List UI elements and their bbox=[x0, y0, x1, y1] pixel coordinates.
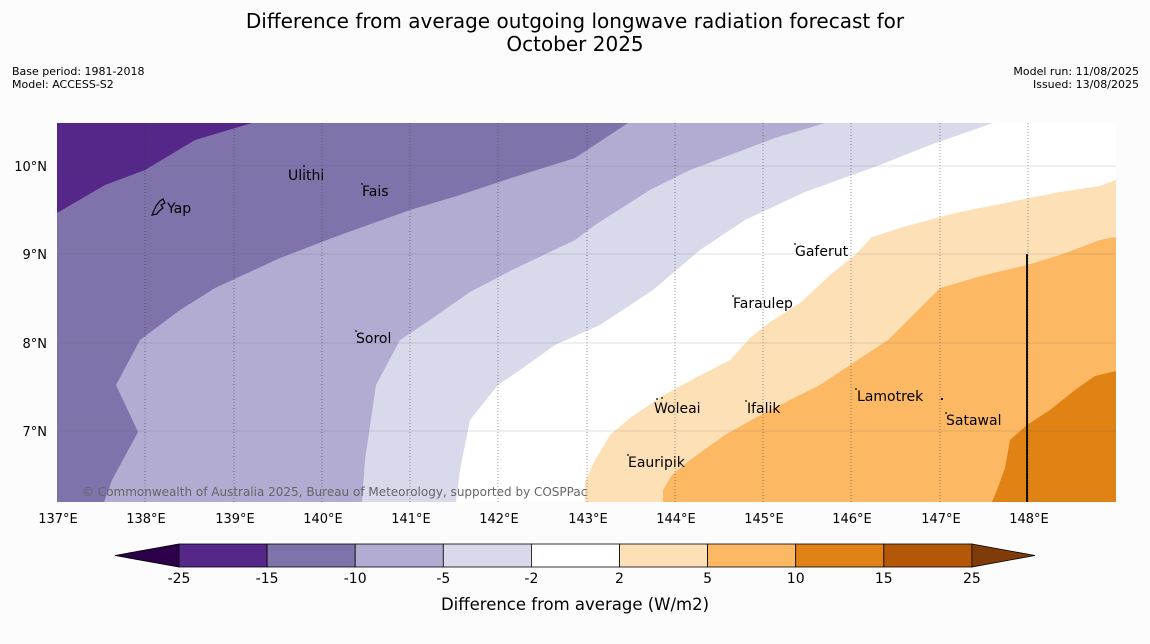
colorbar-title: Difference from average (W/m2) bbox=[441, 595, 709, 614]
colorbar-segment bbox=[354, 543, 444, 568]
colorbar-tick-label: 15 bbox=[875, 571, 893, 587]
colorbar-tick-label: 25 bbox=[963, 571, 981, 587]
place-label-sorol: Sorol bbox=[356, 331, 391, 347]
colorbar-tick-label: 2 bbox=[615, 571, 624, 587]
issued-date: Issued: 13/08/2025 bbox=[1032, 78, 1139, 91]
woleai-dot-2 bbox=[661, 397, 663, 399]
place-label-ulithi: Ulithi bbox=[288, 168, 324, 184]
colorbar-segment bbox=[531, 543, 620, 568]
colorbar-tick-label: -15 bbox=[256, 571, 279, 587]
colorbar-segment bbox=[883, 543, 973, 568]
lon-label-139e: 139°E bbox=[215, 512, 255, 527]
place-label-fais: Fais bbox=[362, 184, 389, 200]
colorbar-tick-label: -25 bbox=[168, 571, 191, 587]
place-label-satawal: Satawal bbox=[946, 413, 1001, 429]
meta-left: Base period: 1981-2018 Model: ACCESS-S2 bbox=[12, 65, 144, 91]
east-islet-dot bbox=[940, 397, 944, 401]
place-label-yap: Yap bbox=[166, 201, 191, 217]
lon-label-138e: 138°E bbox=[126, 512, 166, 527]
eauripik-dot bbox=[627, 454, 629, 456]
contour-fields bbox=[57, 123, 1116, 502]
colorbar-extend-high bbox=[971, 543, 1036, 568]
colorbar-extend-low bbox=[114, 543, 180, 568]
yap-island-shape bbox=[150, 198, 166, 216]
colorbar-segment bbox=[795, 543, 885, 568]
colorbar-tick-label: -10 bbox=[344, 571, 367, 587]
place-label-ifalik: Ifalik bbox=[747, 401, 781, 417]
colorbar-tick-label: -5 bbox=[436, 571, 450, 587]
sorol-dot bbox=[355, 330, 357, 332]
woleai-dot-1 bbox=[656, 398, 658, 400]
colorbar-tick-label: -2 bbox=[524, 571, 538, 587]
contour-pos5-pos10 bbox=[663, 237, 1116, 502]
lon-label-137e: 137°E bbox=[38, 512, 78, 527]
colorbar-segment bbox=[442, 543, 532, 568]
place-label-woleai: Woleai bbox=[654, 401, 701, 417]
place-label-lamotrek: Lamotrek bbox=[857, 389, 924, 405]
colorbar-segment bbox=[178, 543, 268, 568]
colorbar: -25 -15 -10 -5 -2 2 5 10 15 25 bbox=[114, 543, 1036, 587]
place-label-gaferut: Gaferut bbox=[795, 244, 849, 260]
lon-label-143e: 143°E bbox=[568, 512, 608, 527]
place-labels: Yap Ulithi Fais Gaferut Faraulep Sorol W… bbox=[166, 168, 1001, 471]
model-run: Model run: 11/08/2025 bbox=[1013, 65, 1139, 78]
lon-label-148e: 148°E bbox=[1009, 512, 1049, 527]
latitude-labels: 10°N 9°N 8°N 7°N bbox=[14, 160, 47, 440]
lat-label-8n: 8°N bbox=[23, 337, 48, 352]
latitude-lines bbox=[57, 165, 1116, 432]
fais-dot bbox=[361, 183, 363, 185]
colorbar-segment bbox=[619, 543, 708, 568]
lon-label-144e: 144°E bbox=[656, 512, 696, 527]
satawal-dot bbox=[945, 412, 947, 414]
longitude-labels: 137°E 138°E 139°E 140°E 141°E 142°E 143°… bbox=[38, 512, 1049, 527]
place-label-eauripik: Eauripik bbox=[628, 455, 686, 471]
place-label-faraulep: Faraulep bbox=[733, 296, 793, 312]
lon-label-146e: 146°E bbox=[832, 512, 872, 527]
faraulep-dot bbox=[732, 295, 734, 297]
lat-label-9n: 9°N bbox=[23, 248, 48, 263]
copyright-notice: © Commonwealth of Australia 2025, Bureau… bbox=[82, 485, 587, 499]
lon-label-145e: 145°E bbox=[744, 512, 784, 527]
lon-label-142e: 142°E bbox=[479, 512, 519, 527]
contour-pos10-pos15 bbox=[992, 371, 1116, 502]
base-period: Base period: 1981-2018 bbox=[12, 65, 145, 78]
ifalik-dot bbox=[745, 400, 747, 402]
lon-label-140e: 140°E bbox=[303, 512, 343, 527]
model-name: Model: ACCESS-S2 bbox=[12, 78, 114, 91]
lamotrek-dot bbox=[855, 388, 857, 390]
island-markers bbox=[150, 165, 947, 456]
ulithi-dot bbox=[303, 165, 305, 167]
map-title: Difference from average outgoing longwav… bbox=[245, 9, 905, 56]
meta-right: Model run: 11/08/2025 Issued: 13/08/2025 bbox=[1013, 65, 1139, 91]
colorbar-segment bbox=[707, 543, 797, 568]
lon-label-141e: 141°E bbox=[391, 512, 431, 527]
gaferut-dot bbox=[794, 243, 796, 245]
lon-label-147e: 147°E bbox=[921, 512, 961, 527]
colorbar-tick-label: 10 bbox=[787, 571, 805, 587]
colorbar-segment bbox=[266, 543, 356, 568]
lat-label-7n: 7°N bbox=[23, 425, 48, 440]
lat-label-10n: 10°N bbox=[14, 160, 47, 175]
colorbar-tick-label: 5 bbox=[703, 571, 712, 587]
graticule bbox=[57, 123, 1116, 502]
